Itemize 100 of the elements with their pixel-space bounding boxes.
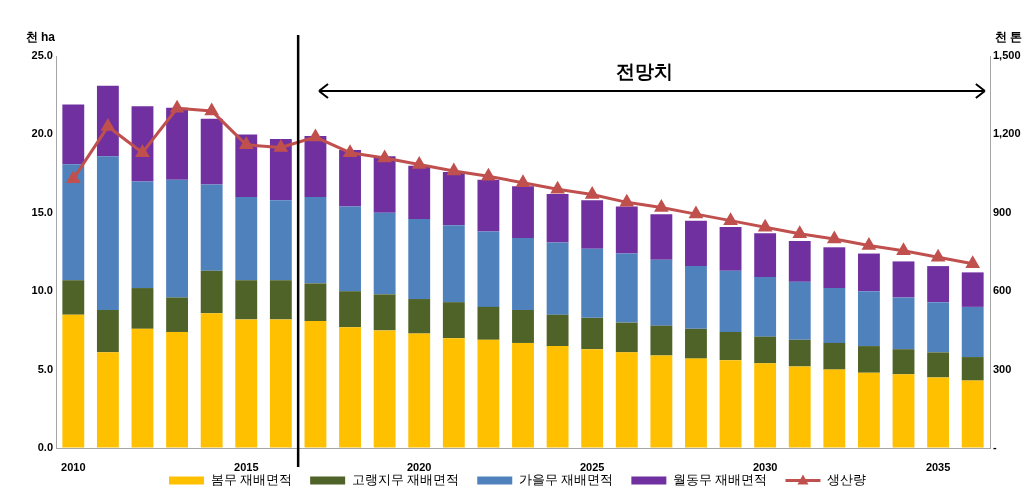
bar	[685, 358, 707, 448]
bar	[408, 165, 431, 220]
bar	[512, 186, 534, 238]
bar	[235, 197, 258, 281]
point	[205, 103, 218, 116]
point	[793, 226, 806, 238]
y-tick-label: 0.0	[37, 441, 53, 454]
bar	[408, 219, 431, 300]
bar	[269, 319, 292, 448]
bar	[166, 107, 189, 180]
bar	[477, 179, 500, 232]
bar	[512, 342, 534, 448]
bar	[339, 206, 361, 292]
point	[897, 243, 910, 255]
y2-tick-label: 300	[993, 362, 1012, 375]
bar	[927, 377, 950, 448]
bar	[166, 331, 189, 448]
bar	[754, 277, 777, 337]
bar	[961, 380, 984, 448]
point	[240, 137, 253, 150]
bar	[685, 220, 707, 267]
bar	[892, 297, 915, 350]
bar	[442, 172, 465, 226]
bar	[96, 310, 119, 353]
bar	[823, 288, 846, 343]
point	[585, 187, 599, 199]
point	[620, 195, 634, 207]
bar	[719, 360, 742, 448]
bar	[200, 313, 223, 448]
bar	[961, 272, 984, 307]
bar	[200, 184, 223, 271]
x-tick-label: 2025	[579, 460, 605, 473]
bar	[927, 302, 950, 353]
x-tick-label: 2030	[752, 460, 778, 473]
bar	[477, 231, 500, 307]
bar	[131, 328, 154, 448]
point	[724, 213, 737, 225]
legend-label: 생산량	[826, 472, 866, 488]
bar	[546, 242, 569, 315]
bar	[166, 179, 189, 298]
bar	[927, 266, 950, 303]
bar	[442, 225, 465, 303]
bar	[304, 283, 327, 321]
legend-label: 월동무 재배면적	[672, 472, 768, 488]
bar	[477, 339, 500, 448]
bar	[892, 374, 915, 448]
bar	[373, 294, 396, 331]
bar	[166, 297, 189, 332]
bar	[788, 366, 811, 448]
bar	[408, 299, 431, 334]
bar	[546, 346, 569, 448]
point	[412, 157, 426, 169]
y-tick-label: 10.0	[31, 284, 53, 297]
bar	[858, 372, 880, 448]
legend-label: 봄무 재배면적	[210, 472, 293, 488]
bar	[339, 150, 361, 207]
bar	[339, 327, 361, 448]
x-tick-label: 2010	[61, 460, 86, 473]
y-tick-label: 25.0	[31, 49, 53, 62]
point	[966, 256, 979, 269]
bar	[754, 233, 777, 278]
point	[655, 200, 668, 212]
y2-tick-label: 1,200	[993, 127, 1021, 140]
y2-tick-label: -	[993, 441, 997, 454]
point	[862, 238, 876, 250]
bar	[719, 331, 742, 361]
point	[378, 150, 391, 163]
bar	[235, 319, 258, 448]
y-tick-label: 5.0	[37, 362, 53, 375]
bar	[62, 280, 85, 315]
y2-tick-label: 600	[993, 284, 1012, 297]
bar	[823, 247, 846, 289]
bar	[269, 280, 292, 320]
bar	[788, 339, 811, 367]
bar	[373, 330, 396, 448]
bar	[62, 164, 85, 281]
bar	[650, 325, 673, 356]
bar	[823, 342, 846, 370]
bar	[892, 261, 915, 298]
bar	[131, 181, 154, 289]
bar	[754, 336, 777, 364]
y-axis-title: 천 ha	[25, 30, 56, 45]
point	[136, 145, 149, 157]
y-tick-label: 20.0	[31, 127, 53, 140]
point	[101, 119, 115, 131]
bar	[788, 241, 811, 282]
x-tick-label: 2020	[406, 460, 432, 473]
bar	[788, 281, 811, 340]
bar	[615, 206, 638, 254]
bar	[546, 193, 569, 243]
bar	[96, 156, 119, 311]
annotation: 전망치	[615, 61, 673, 83]
bar	[615, 352, 638, 448]
point	[67, 171, 80, 184]
point	[758, 220, 772, 232]
bar	[408, 333, 431, 448]
bar	[858, 291, 880, 347]
y-tick-label: 15.0	[31, 205, 53, 218]
y2-axis-title: 천 톤	[995, 30, 1023, 45]
bar	[650, 214, 673, 260]
